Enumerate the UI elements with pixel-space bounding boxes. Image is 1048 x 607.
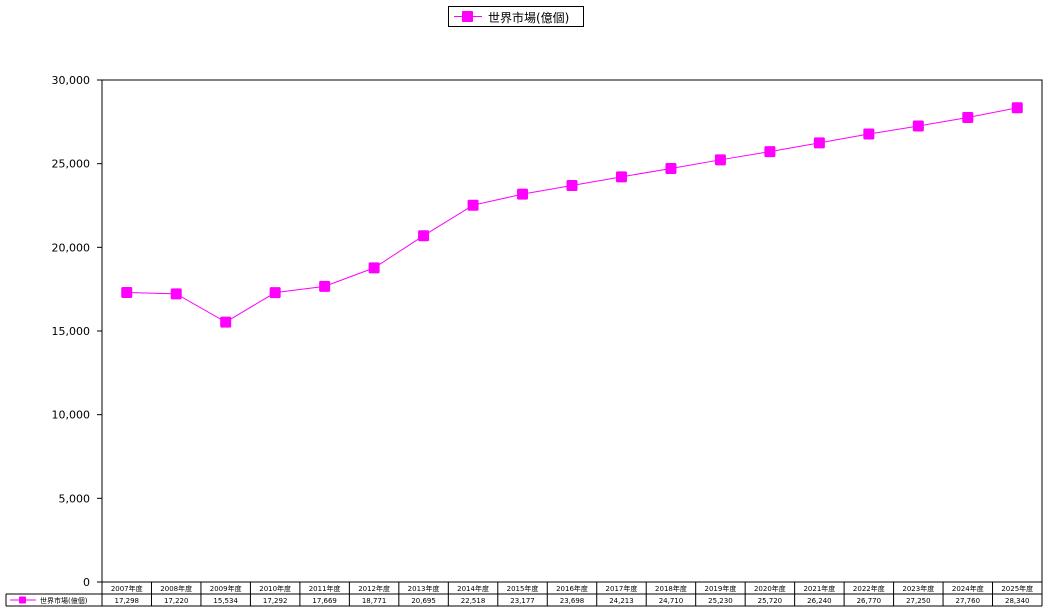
category-label: 2017年度 bbox=[606, 584, 638, 593]
category-label: 2025年度 bbox=[1001, 584, 1033, 593]
data-value-label: 24,710 bbox=[659, 597, 684, 605]
data-point bbox=[220, 316, 232, 328]
category-label: 2020年度 bbox=[754, 584, 786, 593]
data-value-label: 28,340 bbox=[1005, 597, 1030, 605]
data-value-label: 25,230 bbox=[708, 597, 733, 605]
data-point bbox=[912, 120, 924, 132]
plot-area bbox=[101, 79, 1043, 583]
legend-label: 世界市場(億個) bbox=[488, 11, 570, 25]
data-value-label: 27,760 bbox=[956, 597, 981, 605]
category-label: 2014年度 bbox=[457, 584, 489, 593]
y-tick-label: 25,000 bbox=[52, 158, 91, 171]
data-value-label: 23,177 bbox=[510, 597, 535, 605]
category-label: 2016年度 bbox=[556, 584, 588, 593]
data-value-label: 17,292 bbox=[263, 597, 288, 605]
category-label: 2007年度 bbox=[111, 584, 143, 593]
data-point bbox=[121, 287, 133, 299]
series-group bbox=[121, 102, 1023, 328]
data-value-label: 26,770 bbox=[857, 597, 882, 605]
data-table: 2007年度 17,298 2008年度 17,220 2009年度 15,534 2010… bbox=[5, 582, 1043, 607]
data-point bbox=[418, 230, 430, 242]
category-label: 2019年度 bbox=[705, 584, 737, 593]
data-point bbox=[517, 188, 529, 200]
data-value-label: 25,720 bbox=[758, 597, 783, 605]
data-point bbox=[467, 199, 479, 211]
legend: 世界市場(億個) bbox=[448, 6, 584, 27]
data-point bbox=[170, 288, 182, 300]
table-series-name: 世界市場(億個) bbox=[40, 596, 88, 605]
data-point bbox=[863, 128, 875, 140]
data-value-label: 17,298 bbox=[114, 597, 139, 605]
data-value-label: 26,240 bbox=[807, 597, 832, 605]
data-point bbox=[665, 163, 677, 175]
data-value-label: 18,771 bbox=[362, 597, 387, 605]
legend-marker-icon bbox=[462, 11, 473, 22]
y-tick-label: 15,000 bbox=[52, 325, 91, 338]
category-label: 2021年度 bbox=[803, 584, 835, 593]
y-tick-label: 0 bbox=[83, 576, 90, 589]
y-tick-label: 10,000 bbox=[52, 409, 91, 422]
y-tick-label: 30,000 bbox=[52, 74, 91, 87]
data-value-label: 22,518 bbox=[461, 597, 486, 605]
category-label: 2022年度 bbox=[853, 584, 885, 593]
data-value-label: 24,213 bbox=[609, 597, 634, 605]
data-point bbox=[269, 287, 281, 299]
y-tick-label: 20,000 bbox=[52, 241, 91, 254]
y-tick-label: 5,000 bbox=[59, 492, 91, 505]
data-point bbox=[368, 262, 380, 274]
data-value-label: 17,669 bbox=[312, 597, 337, 605]
category-label: 2010年度 bbox=[259, 584, 291, 593]
data-point bbox=[1011, 102, 1023, 114]
category-label: 2008年度 bbox=[160, 584, 192, 593]
data-value-label: 27,250 bbox=[906, 597, 931, 605]
category-label: 2023年度 bbox=[902, 584, 934, 593]
data-value-label: 23,698 bbox=[560, 597, 585, 605]
table-legend-marker-icon bbox=[19, 596, 26, 604]
data-value-label: 20,695 bbox=[411, 597, 436, 605]
data-point bbox=[714, 154, 726, 166]
axes: 0 5,000 10,000 15,000 20,000 25,000 30,000 bbox=[52, 74, 1043, 589]
data-point bbox=[566, 179, 578, 191]
data-point bbox=[615, 171, 627, 183]
data-point bbox=[962, 111, 974, 123]
data-point bbox=[319, 280, 331, 292]
category-label: 2012年度 bbox=[358, 584, 390, 593]
category-label: 2009年度 bbox=[210, 584, 242, 593]
data-value-label: 17,220 bbox=[164, 597, 189, 605]
data-value-label: 15,534 bbox=[213, 597, 238, 605]
category-label: 2018年度 bbox=[655, 584, 687, 593]
data-point bbox=[813, 137, 825, 149]
category-label: 2024年度 bbox=[952, 584, 984, 593]
series-line bbox=[126, 107, 1018, 323]
category-label: 2015年度 bbox=[507, 584, 539, 593]
data-point bbox=[764, 146, 776, 158]
category-label: 2013年度 bbox=[408, 584, 440, 593]
category-label: 2011年度 bbox=[309, 584, 341, 593]
